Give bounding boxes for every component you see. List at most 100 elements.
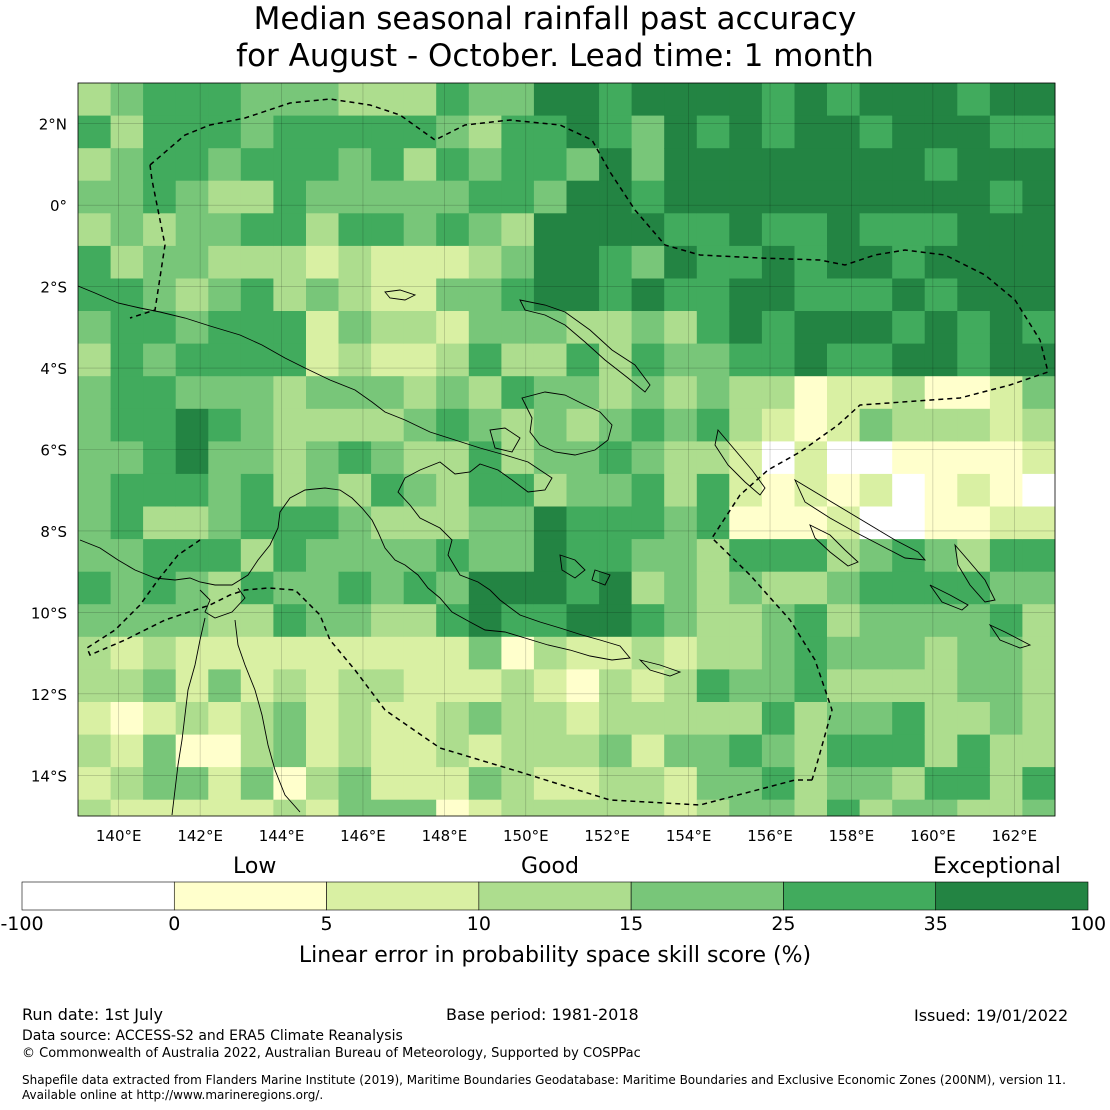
grid-cell xyxy=(761,473,795,507)
grid-cell xyxy=(240,734,274,768)
grid-cell xyxy=(566,734,600,768)
grid-cell xyxy=(599,376,633,410)
grid-cell xyxy=(371,702,405,735)
grid-cell xyxy=(631,734,665,768)
grid-cell xyxy=(696,213,730,247)
grid-cell xyxy=(924,539,958,573)
grid-cell xyxy=(761,636,795,670)
grid-cell xyxy=(794,278,828,312)
grid-cell xyxy=(892,83,926,116)
grid-cell xyxy=(208,571,242,605)
grid-cell xyxy=(110,539,144,573)
y-tick-label: 10°S xyxy=(31,604,67,622)
grid-cell xyxy=(696,180,730,214)
grid-cell xyxy=(1022,83,1056,116)
grid-cell xyxy=(436,376,470,410)
grid-cell xyxy=(924,180,958,214)
grid-cell xyxy=(1022,180,1056,214)
grid-cell xyxy=(110,702,144,735)
grid-cell xyxy=(664,539,698,573)
grid-cell xyxy=(371,213,405,247)
grid-cell xyxy=(403,83,437,116)
grid-cell xyxy=(175,571,209,605)
grid-cell xyxy=(175,734,209,768)
grid-cell xyxy=(338,278,372,312)
grid-cell xyxy=(696,506,730,540)
grid-cell xyxy=(924,278,958,312)
grid-cell xyxy=(78,83,111,116)
grid-cell xyxy=(273,767,307,801)
grid-cell xyxy=(338,311,372,344)
grid-cell xyxy=(664,767,698,801)
grid-cell xyxy=(436,441,470,475)
grid-cell xyxy=(501,571,535,605)
grid-cell xyxy=(533,702,567,735)
grid-cell xyxy=(468,245,502,279)
grid-cell xyxy=(1022,506,1056,540)
grid-cell xyxy=(175,767,209,801)
grid-cell xyxy=(306,539,339,573)
grid-cell xyxy=(1022,245,1056,279)
grid-cell xyxy=(501,734,535,768)
grid-cell xyxy=(729,278,763,312)
grid-cell xyxy=(599,213,633,247)
grid-cell xyxy=(78,539,111,573)
grid-cell xyxy=(436,571,470,605)
grid-cell xyxy=(533,180,567,214)
grid-cell xyxy=(957,799,991,817)
grid-cell xyxy=(436,213,470,247)
grid-cell xyxy=(143,506,177,540)
grid-cell xyxy=(143,311,177,344)
grid-cell xyxy=(794,702,828,735)
grid-cell xyxy=(924,669,958,703)
grid-cell xyxy=(240,115,274,149)
grid-cell xyxy=(240,245,274,279)
grid-cell xyxy=(566,343,600,377)
grid-cell xyxy=(957,767,991,801)
grid-cell xyxy=(143,408,177,442)
grid-cell xyxy=(957,115,991,149)
grid-cell xyxy=(664,213,698,247)
grid-cell xyxy=(696,604,730,638)
chart-title-line1: Median seasonal rainfall past accuracy xyxy=(253,1,857,37)
grid-cell xyxy=(403,180,437,214)
grid-cell xyxy=(566,278,600,312)
x-tick-label: 150°E xyxy=(503,827,549,845)
grid-cell xyxy=(468,636,502,670)
grid-cell xyxy=(827,278,860,312)
coastline-solomons-5 xyxy=(988,623,1032,649)
grid-cell xyxy=(208,539,242,573)
grid-cell xyxy=(794,799,828,817)
grid-cell xyxy=(110,115,144,149)
grid-cell xyxy=(599,571,633,605)
grid-cell xyxy=(599,539,633,573)
grid-cell xyxy=(273,539,307,573)
grid-cell xyxy=(533,441,567,475)
colorbar-tick: 35 xyxy=(923,913,948,935)
grid-cell xyxy=(729,702,763,735)
grid-cell xyxy=(533,278,567,312)
grid-cell xyxy=(631,278,665,312)
grid-cell xyxy=(827,702,860,735)
grid-cell xyxy=(1022,473,1056,507)
grid-cell xyxy=(533,734,567,768)
grid-cell xyxy=(436,311,470,344)
grid-cell xyxy=(208,83,242,116)
grid-cell xyxy=(924,83,958,116)
grid-cell xyxy=(306,408,339,442)
grid-cell xyxy=(827,441,860,475)
grid-cell xyxy=(1022,669,1056,703)
grid-cell xyxy=(403,506,437,540)
grid-cell xyxy=(78,376,111,410)
grid-cell xyxy=(468,376,502,410)
grid-cell xyxy=(729,734,763,768)
grid-cell xyxy=(761,799,795,817)
grid-cell xyxy=(371,376,405,410)
grid-cell xyxy=(892,376,926,410)
grid-cell xyxy=(696,278,730,312)
grid-cell xyxy=(371,604,405,638)
grid-cell xyxy=(273,473,307,507)
grid-cell xyxy=(794,506,828,540)
colorbar-tick: 10 xyxy=(466,913,491,935)
grid-cell xyxy=(403,148,437,182)
